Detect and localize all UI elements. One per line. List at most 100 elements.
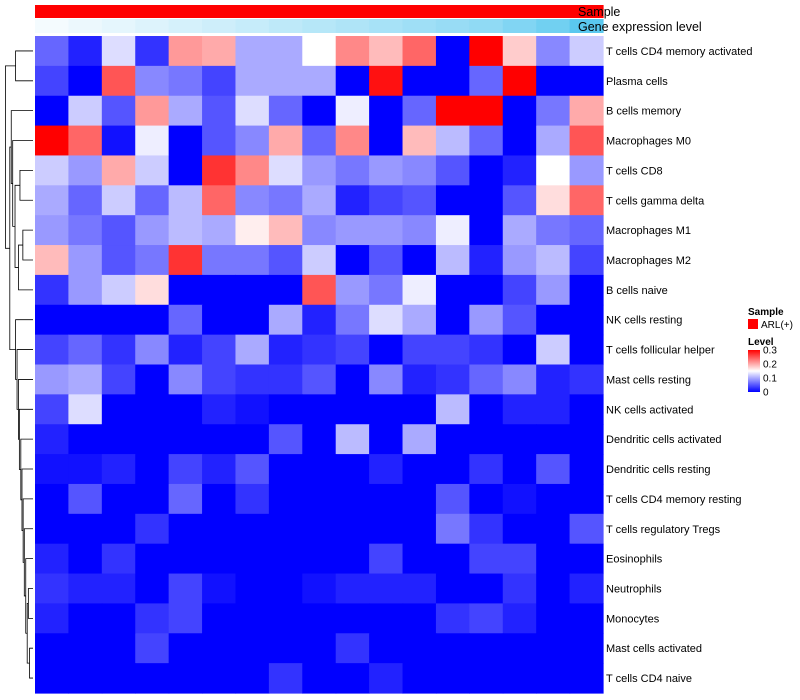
expression-annotation-cell (569, 19, 604, 33)
dendrogram-branch (10, 110, 33, 184)
dendrogram-branch (29, 647, 33, 679)
heatmap-cell (101, 573, 136, 605)
heatmap-cell (268, 633, 303, 664)
heatmap-cell (101, 663, 136, 694)
heatmap-cell (369, 155, 404, 186)
heatmap-cell (268, 95, 303, 127)
heatmap-cell (435, 155, 470, 186)
dendrogram-branch (14, 184, 20, 268)
row-label: Eosinophils (606, 554, 663, 566)
heatmap-cell (335, 513, 370, 545)
heatmap-cell (435, 245, 470, 276)
sample-annotation-cell (268, 5, 303, 18)
heatmap-cell (268, 483, 303, 515)
heatmap-cell (202, 663, 237, 694)
heatmap-cell (335, 185, 370, 216)
heatmap-cell (302, 65, 337, 97)
heatmap-cell (68, 125, 103, 157)
heatmap-cell (68, 573, 103, 605)
heatmap-cell (101, 215, 136, 246)
heatmap-cell (502, 65, 537, 97)
heatmap-cell (268, 603, 303, 634)
heatmap-cell (168, 36, 203, 67)
row-labels: T cells CD4 memory activated Plasma cells… (606, 46, 753, 685)
heatmap-cell (502, 245, 537, 276)
heatmap-cell (569, 36, 604, 67)
heatmap-cell (268, 454, 303, 485)
heatmap-cell (502, 424, 537, 455)
heatmap-cell (235, 364, 270, 395)
heatmap-cell (469, 65, 504, 97)
heatmap-cell (435, 364, 470, 395)
legend-level-tick: 0.3 (763, 346, 777, 357)
heatmap-cell (502, 633, 537, 664)
heatmap-cell (135, 274, 170, 306)
heatmap-cell (35, 36, 70, 67)
heatmap-cell (302, 95, 337, 127)
heatmap-cell (202, 155, 237, 186)
heatmap-cell (402, 364, 437, 395)
heatmap-cell (435, 65, 470, 97)
heatmap-cell (101, 95, 136, 127)
heatmap-cell (68, 36, 103, 67)
heatmap-cell (268, 334, 303, 366)
heatmap-cell (302, 185, 337, 216)
row-label: T cells CD4 memory activated (606, 46, 753, 58)
heatmap-cell (268, 245, 303, 276)
dendrogram-branch (15, 50, 33, 82)
heatmap-cell (202, 573, 237, 605)
heatmap-cell (235, 215, 270, 246)
dendrogram-branch (18, 244, 33, 291)
dendrogram-branch (19, 169, 33, 201)
heatmap-cell (335, 95, 370, 127)
expression-annotation-cell (35, 19, 70, 33)
heatmap-cell (35, 633, 70, 664)
heatmap-cell (135, 304, 170, 336)
heatmap-cell (101, 603, 136, 634)
heatmap-cell (268, 513, 303, 545)
heatmap-cell (536, 364, 571, 395)
heatmap-cell (235, 95, 270, 127)
heatmap-cell (235, 394, 270, 425)
sample-annotation-cell (536, 5, 571, 18)
heatmap-cell (302, 454, 337, 485)
heatmap-cell (502, 125, 537, 157)
heatmap-cell (469, 125, 504, 157)
heatmap-cell (469, 36, 504, 67)
heatmap-cell (536, 394, 571, 425)
heatmap-cell (502, 513, 537, 545)
heatmap-cell (435, 394, 470, 425)
heatmap-cell (402, 155, 437, 186)
heatmap-cell (402, 95, 437, 127)
heatmap-cell (536, 334, 571, 366)
heatmap-cell (135, 334, 170, 366)
heatmap-cell (101, 543, 136, 575)
legend-level-title: Level (748, 337, 774, 348)
sample-annotation-cell (202, 5, 237, 18)
dendrogram-branch (21, 468, 33, 532)
expression-annotation-cell (435, 19, 470, 33)
heatmap-cell (235, 424, 270, 455)
heatmap-cell (68, 633, 103, 664)
heatmap-cell (68, 483, 103, 515)
heatmap-cell (369, 394, 404, 425)
heatmap-cell (435, 95, 470, 127)
heatmap-cell (369, 65, 404, 97)
sample-annotation-cell (335, 5, 370, 18)
heatmap-cell (536, 633, 571, 664)
heatmap-cell (469, 364, 504, 395)
heatmap-cell (536, 155, 571, 186)
heatmap-cell (502, 36, 537, 67)
expression-annotation-cell (302, 19, 337, 33)
legend-sample-swatch (748, 319, 758, 329)
expression-annotation-cell (536, 19, 571, 33)
sample-annotation-cell (135, 5, 170, 18)
heatmap-cell (101, 364, 136, 395)
sample-annotation-cell (402, 5, 437, 18)
heatmap-cell (202, 304, 237, 336)
heatmap-cell (435, 215, 470, 246)
heatmap-cell (135, 155, 170, 186)
heatmap-cell (402, 334, 437, 366)
heatmap-cell (502, 663, 537, 694)
heatmap-cell (335, 304, 370, 336)
